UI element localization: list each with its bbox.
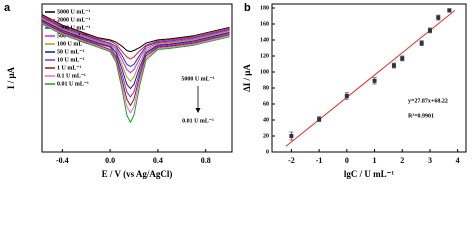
x-tick-label: 4 [456,156,460,165]
x-tick-label: 1 [373,156,377,165]
figure: a -0.4 0.0 0.4 0.8 E / V (vs Ag/AgCl) I / μA 50… [4,2,467,179]
curve [41,14,230,53]
y-tick-label: 120 [260,53,269,59]
legend-label: 10 U mL⁻¹ [57,57,85,63]
x-tick-label: -1 [316,156,323,165]
legend-label: 100 U mL⁻¹ [57,41,88,47]
y-tick-label: 60 [263,101,269,107]
point [344,94,349,98]
fit-line [285,10,456,147]
curve [41,19,230,90]
x-tick-label: 0.4 [153,156,163,165]
legend-label: 0.1 U mL⁻¹ [57,73,86,79]
x-tick-label: -0.4 [56,156,69,165]
legend-label: 2000 U mL⁻¹ [57,17,91,23]
y-tick-label: 140 [260,37,269,43]
point [317,117,322,122]
y-tick-label: 40 [263,117,269,123]
y-tick-label: 0 [266,149,269,155]
curve [41,18,230,82]
point [447,8,452,13]
point [427,28,432,33]
point [419,41,424,46]
y-tick-label: 160 [260,21,269,27]
point [436,15,441,20]
y-axis-title: ΔI / μA [242,64,252,92]
equation: y=27.87x+68.22 [408,98,448,104]
legend-label: 5000 U mL⁻¹ [57,9,91,15]
curve [41,20,230,98]
curve [41,15,230,60]
x-tick-label: 0 [345,156,349,165]
panel-label: a [4,2,11,14]
curve [41,23,230,123]
legend-label: 1 U mL⁻¹ [57,65,82,71]
point [400,56,405,61]
curve [41,22,230,114]
x-tick-label: -2 [288,156,295,165]
x-axis-title: lgC / U mL⁻¹ [344,169,395,179]
point [391,63,396,68]
point [289,134,294,138]
y-tick-label: 100 [260,69,269,75]
curve [41,16,230,67]
plot-frame [41,3,233,153]
curve [41,21,230,106]
r-squared: R²=0.9901 [408,113,434,119]
arrow-head [195,108,201,113]
legend-label: 1000 U mL⁻¹ [57,25,91,31]
legend-label: 0.01 U mL⁻¹ [57,81,89,87]
x-tick-label: 3 [428,156,432,165]
x-axis-title: E / V (vs Ag/AgCl) [102,169,173,179]
point [372,78,377,83]
y-tick-label: 180 [260,5,269,11]
legend-label: 50 U mL⁻¹ [57,49,85,55]
panel-label: b [244,2,251,14]
annotation: 0.01 U mL⁻¹ [182,118,214,124]
x-tick-label: 0.0 [105,156,115,165]
x-tick-label: 0.8 [201,156,211,165]
plot-frame [271,3,467,153]
y-axis-title: I / μA [6,66,16,89]
curve [41,17,230,74]
annotation: 5000 U mL⁻¹ [181,76,215,82]
y-tick-label: 80 [263,85,269,91]
x-tick-label: 2 [400,156,404,165]
y-tick-label: 20 [263,133,269,139]
